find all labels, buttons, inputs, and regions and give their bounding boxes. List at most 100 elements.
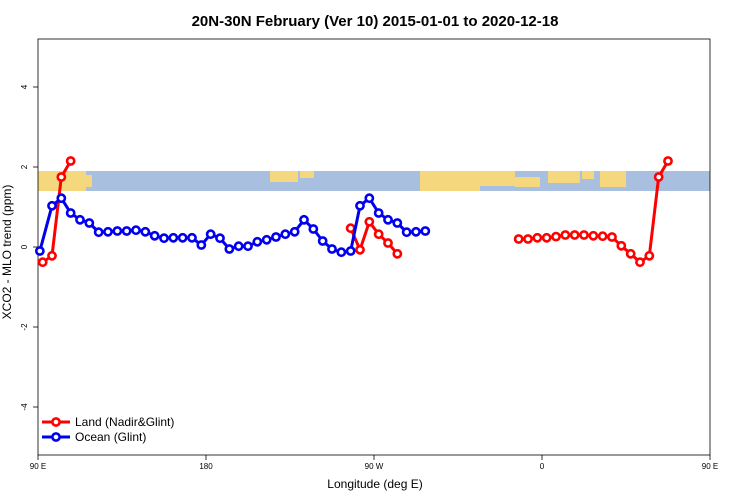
- y-tick-label: -4: [20, 403, 29, 411]
- map-land: [582, 171, 594, 179]
- data-point: [112, 226, 123, 236]
- x-tick-label: 90 W: [365, 462, 384, 471]
- data-point: [47, 250, 57, 261]
- map-ocean: [38, 171, 710, 191]
- plot-frame: [37, 38, 711, 456]
- y-axis-label: XCO2 - MLO trend (ppm): [0, 185, 14, 320]
- data-point: [327, 244, 337, 254]
- data-point: [103, 226, 113, 237]
- data-point: [411, 226, 421, 237]
- data-point: [523, 234, 533, 244]
- y-tick-label: 4: [20, 84, 29, 89]
- data-point: [373, 229, 384, 240]
- data-point: [532, 232, 543, 243]
- map-land: [548, 171, 580, 183]
- data-point: [597, 231, 608, 242]
- data-point: [401, 227, 412, 238]
- x-axis: 90 E 180 90 W 0 90 E: [30, 455, 718, 471]
- data-point: [47, 200, 57, 211]
- data-point: [569, 230, 580, 240]
- y-tick-label: -2: [20, 323, 29, 331]
- data-point: [579, 230, 589, 240]
- data-point: [131, 225, 141, 236]
- legend: Land (Nadir&Glint)Ocean (Glint): [42, 415, 174, 444]
- series-layer: [34, 156, 673, 268]
- data-point: [56, 172, 67, 182]
- data-point: [224, 244, 235, 254]
- map-land: [300, 171, 314, 178]
- data-point: [177, 232, 188, 243]
- data-point: [289, 226, 300, 237]
- y-axis: -4 -2 0 2 4: [20, 84, 38, 411]
- legend-marker: [51, 417, 61, 427]
- map-land: [270, 171, 298, 182]
- data-point: [383, 238, 393, 248]
- data-point: [56, 193, 67, 204]
- data-point: [541, 232, 552, 243]
- legend-label: Land (Nadir&Glint): [75, 415, 174, 429]
- data-point: [121, 226, 132, 236]
- data-point: [364, 216, 375, 227]
- data-point: [215, 233, 225, 244]
- data-point: [392, 248, 403, 259]
- data-point: [345, 246, 356, 256]
- data-point: [37, 257, 48, 268]
- data-point: [345, 223, 356, 234]
- data-point: [513, 234, 524, 244]
- data-point: [187, 232, 197, 243]
- data-point: [364, 193, 375, 204]
- data-point: [261, 234, 272, 245]
- data-point: [336, 247, 347, 258]
- series-ocean: [34, 193, 431, 258]
- map-land: [480, 171, 515, 186]
- legend-label: Ocean (Glint): [75, 430, 146, 444]
- data-point: [644, 250, 655, 261]
- data-point: [308, 224, 319, 234]
- map-land: [515, 177, 540, 187]
- data-point: [280, 229, 291, 240]
- data-point: [196, 240, 207, 250]
- x-tick-label: 90 E: [702, 462, 718, 471]
- legend-marker: [51, 432, 61, 442]
- data-point: [373, 208, 384, 218]
- y-tick-label: 0: [20, 244, 29, 249]
- data-point: [551, 231, 561, 242]
- data-point: [271, 232, 281, 242]
- data-point: [140, 226, 151, 237]
- data-point: [355, 244, 365, 255]
- data-point: [84, 218, 95, 228]
- data-point: [560, 230, 571, 240]
- data-point: [243, 241, 253, 252]
- data-point: [149, 230, 160, 241]
- chart-title: 20N-30N February (Ver 10) 2015-01-01 to …: [192, 13, 559, 30]
- data-point: [75, 214, 85, 225]
- series-line: [41, 160, 72, 264]
- x-tick-label: 90 E: [30, 462, 46, 471]
- data-point: [616, 240, 627, 251]
- x-axis-label: Longitude (deg E): [327, 477, 422, 491]
- data-point: [93, 227, 104, 238]
- data-point: [65, 156, 76, 166]
- y-tick-label: 2: [20, 164, 29, 169]
- data-point: [663, 156, 673, 166]
- data-point: [392, 218, 403, 228]
- x-tick-label: 0: [540, 462, 545, 471]
- map-land: [86, 175, 92, 187]
- data-point: [588, 230, 599, 241]
- data-point: [252, 236, 263, 247]
- data-point: [355, 200, 365, 211]
- data-point: [653, 172, 664, 182]
- data-point: [625, 248, 636, 259]
- data-point: [159, 233, 169, 244]
- data-point: [317, 236, 328, 246]
- data-point: [607, 232, 617, 242]
- data-point: [635, 257, 645, 268]
- data-point: [65, 208, 76, 218]
- data-point: [34, 246, 45, 256]
- data-point: [168, 232, 179, 243]
- map-land: [420, 171, 480, 191]
- x-tick-label: 180: [199, 462, 213, 471]
- data-point: [299, 214, 309, 225]
- map-band: [38, 171, 710, 191]
